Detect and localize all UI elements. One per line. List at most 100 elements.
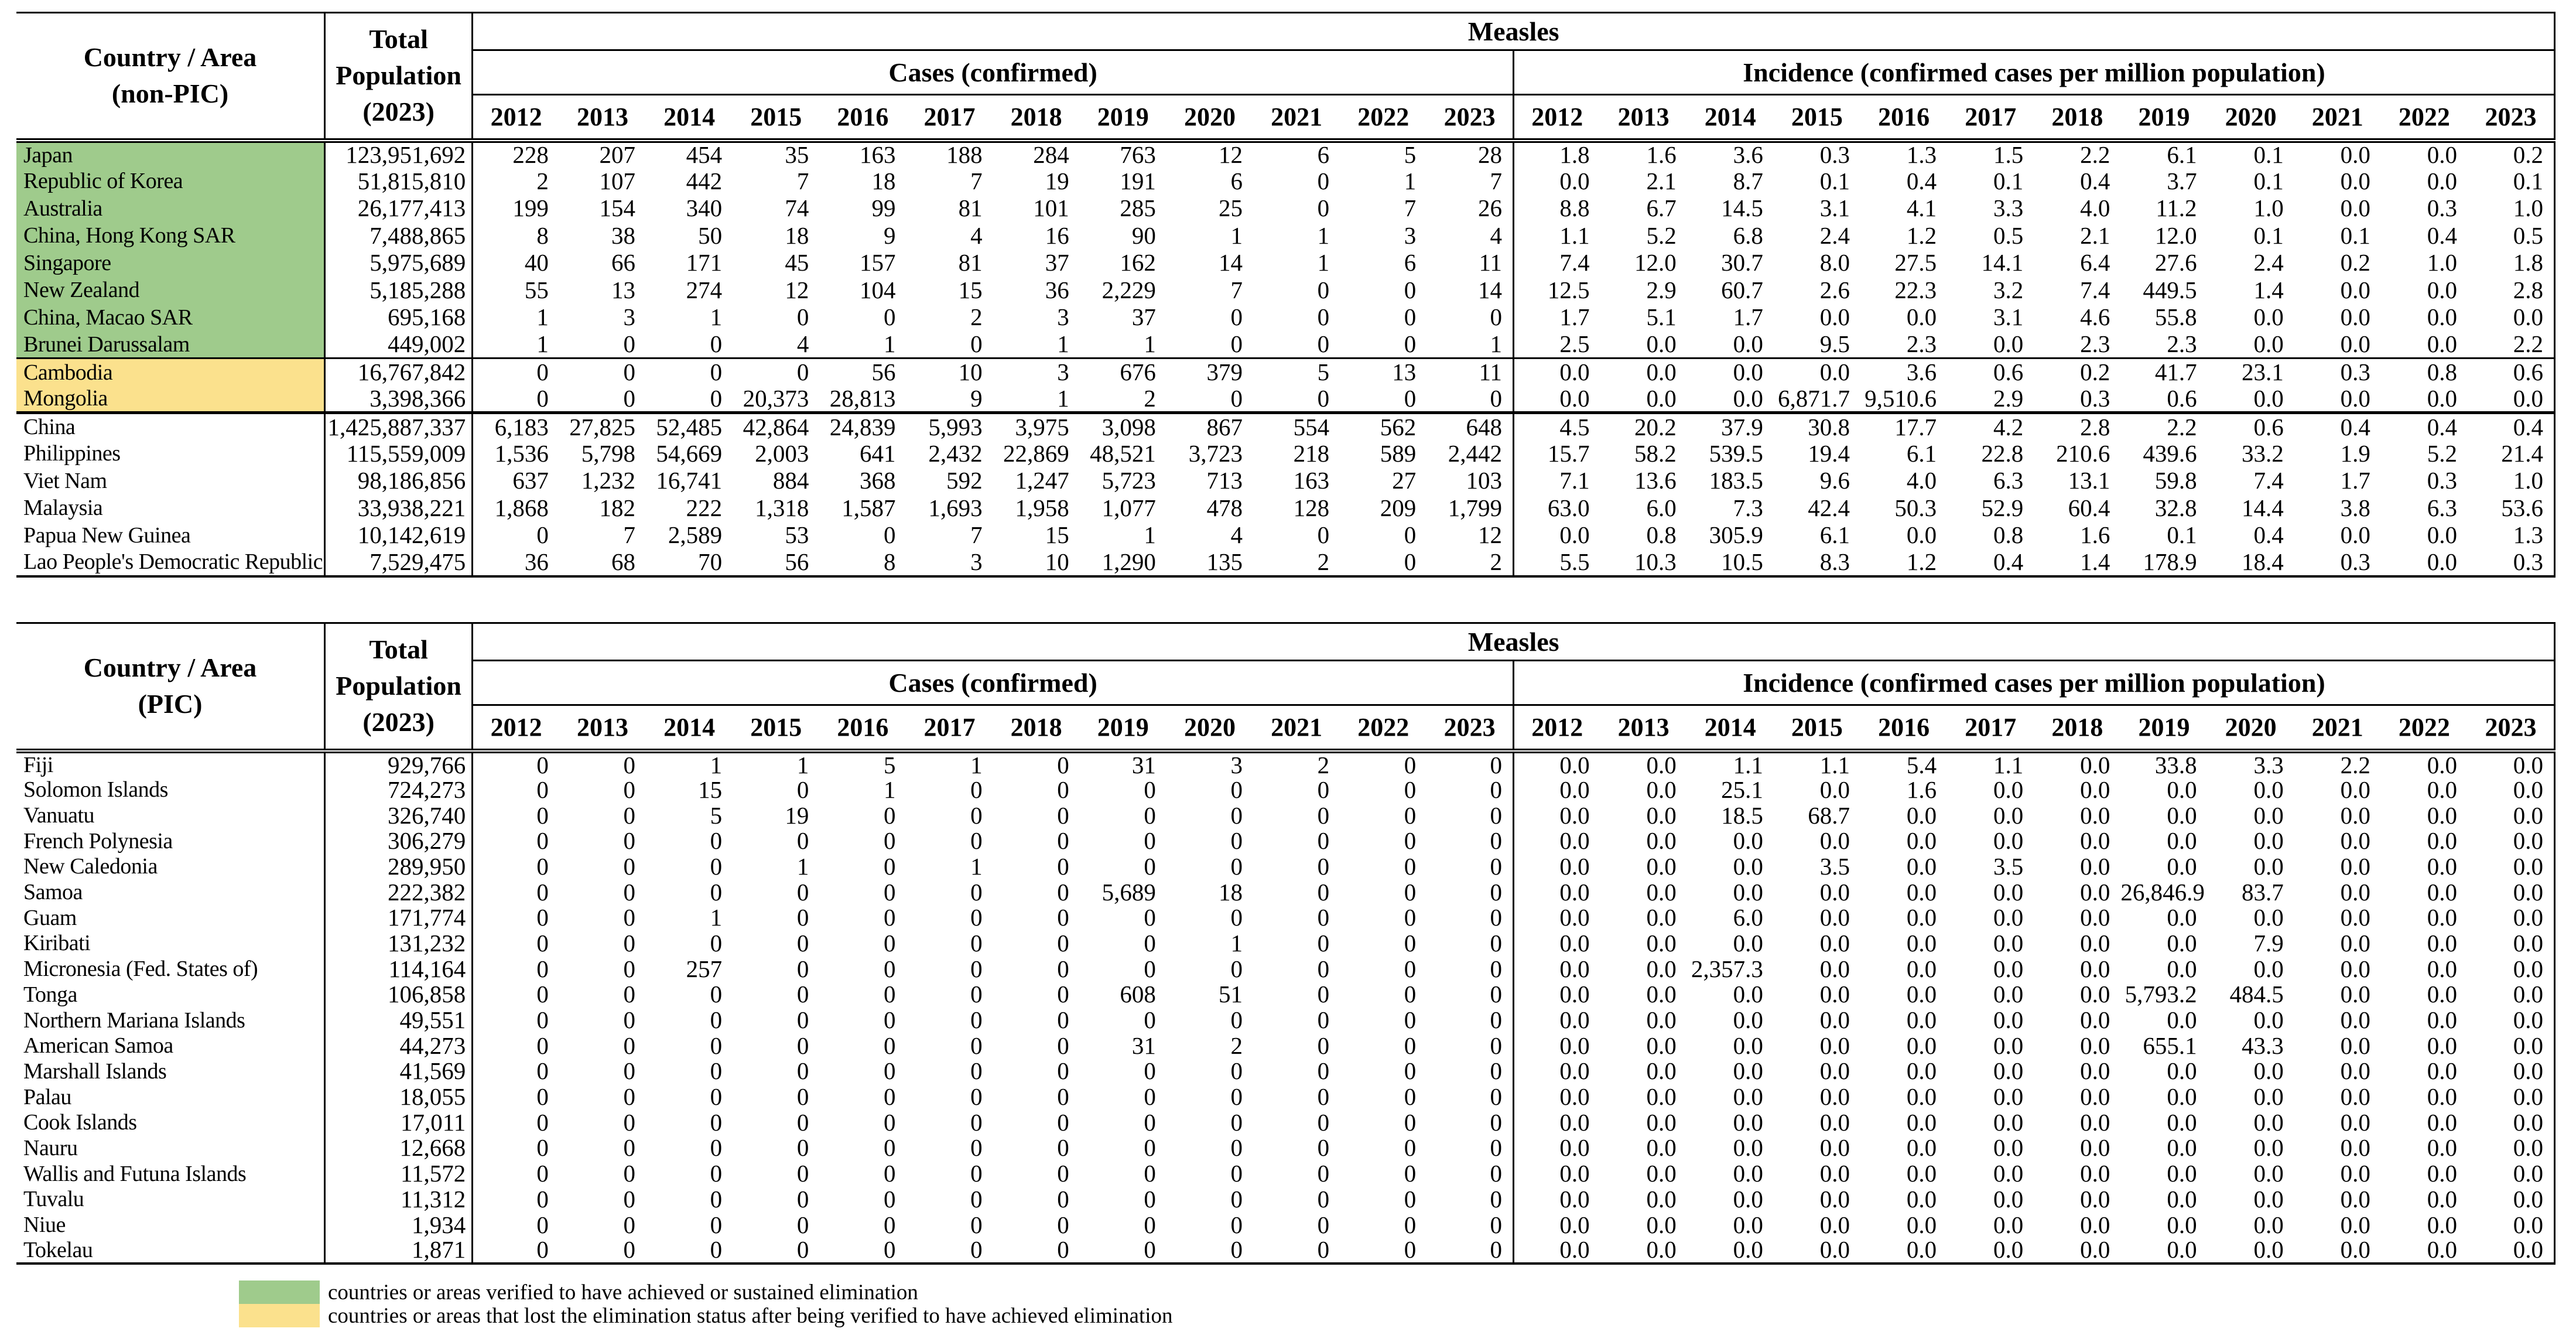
- cases-cell: 0: [1230, 1108, 1243, 1136]
- incidence-cell: 0.0: [1646, 852, 1677, 880]
- incidence-cell: 0.0: [2340, 878, 2370, 906]
- cases-cell: 0: [623, 1108, 636, 1136]
- cases-cell: 14: [1219, 249, 1243, 276]
- incidence-cell: 0.0: [1819, 1083, 1850, 1111]
- cases-cell: 648: [1426, 412, 1514, 440]
- incidence-cell: 0.0: [1819, 1236, 1850, 1264]
- incidence-cell: 0.0: [1906, 1160, 1937, 1187]
- incidence-cell: 0.0: [2253, 1134, 2284, 1162]
- cases-cell: 42,864: [743, 413, 809, 440]
- incidence-cell: 1.5: [1993, 141, 2024, 169]
- cases-cell: 1: [970, 852, 983, 880]
- cases-cell: 3: [1230, 751, 1243, 778]
- cases-cell: 0: [1317, 1134, 1330, 1162]
- cases-cell: 0: [1057, 1236, 1069, 1264]
- incidence-cell: 0.0: [2427, 929, 2457, 957]
- incidence-cell: 0.0: [1906, 1211, 1937, 1238]
- cases-cell: 1: [710, 303, 723, 331]
- cases-cell: 0: [1057, 955, 1069, 982]
- incidence-cell: 0.0: [1646, 1185, 1677, 1213]
- cases-cell: 713: [1206, 467, 1243, 494]
- incidence-cell: 3.1: [1819, 194, 1850, 222]
- cases-cell: 19: [1045, 167, 1069, 194]
- cases-cell: 589: [1380, 439, 1417, 467]
- cases-cell: 0: [1426, 930, 1514, 957]
- incidence-cell: 0.0: [2513, 878, 2543, 906]
- cases-cell: 5,798: [581, 439, 636, 467]
- incidence-cell: 0.0: [2167, 929, 2197, 957]
- incidence-cell: 0.0: [2294, 331, 2381, 359]
- cases-cell: 0: [796, 981, 809, 1008]
- incidence-cell: 0.0: [2080, 801, 2110, 829]
- cases-cell: 0: [1057, 801, 1069, 829]
- incidence-cell: 0.0: [2513, 1057, 2543, 1085]
- total-population-header: Total Population (2023): [324, 12, 474, 143]
- cases-cell: 0: [1144, 776, 1156, 803]
- cases-cell: 0: [1404, 1236, 1417, 1264]
- incidence-cell: 0.0: [2427, 852, 2457, 880]
- incidence-cell: 33.8: [2154, 751, 2197, 778]
- table-row: New Caledonia 289,950 0 0 0 1 0 1 0 0 0 0 0 0 0.0 0.0 0.…: [16, 852, 2555, 880]
- cases-cell: 0: [536, 1185, 549, 1213]
- year-header: 2012: [472, 705, 559, 753]
- cases-confirmed-header: Cases (confirmed): [472, 50, 1514, 95]
- cases-cell: 2: [970, 303, 983, 331]
- incidence-cell: 0.0: [2427, 801, 2457, 829]
- cases-cell: 0: [1230, 801, 1243, 829]
- incidence-cell: 0.0: [1906, 827, 1937, 855]
- cases-cell: 103: [1426, 467, 1514, 494]
- cases-cell: 0: [970, 929, 983, 957]
- incidence-cell: 0.0: [1559, 1134, 1590, 1162]
- incidence-cell: 0.1: [2253, 221, 2284, 249]
- incidence-cell: 13.1: [2068, 467, 2110, 494]
- cases-cell: 0: [1144, 1236, 1156, 1264]
- cases-cell: 0: [970, 1006, 983, 1034]
- year-header-row: 2012 2013 2014 2015 2016 2017 2018 2019 2020 2021…: [16, 94, 2555, 143]
- cases-cell: 1,247: [1015, 467, 1069, 494]
- incidence-cell: 0.0: [1906, 303, 1937, 331]
- cases-cell: 0: [1057, 904, 1069, 931]
- year-header: 2022: [2380, 705, 2468, 753]
- cases-cell: 0: [970, 981, 983, 1008]
- cases-cell: 101: [1033, 194, 1069, 222]
- cases-cell: 0: [1144, 1134, 1156, 1162]
- cases-cell: 31: [1131, 1032, 1156, 1059]
- incidence-cell: 2.3: [2120, 331, 2208, 359]
- cases-cell: 0: [1166, 331, 1254, 359]
- legend-label: countries or areas that lost the elimina…: [328, 1303, 1173, 1328]
- cases-cell: 1: [472, 331, 559, 359]
- incidence-cell: 3.5: [1819, 852, 1850, 880]
- incidence-cell: 0.0: [1559, 878, 1590, 906]
- cases-cell: 0: [1230, 776, 1243, 803]
- cases-cell: 7: [1404, 194, 1417, 222]
- incidence-cell: 0.0: [2253, 1211, 2284, 1238]
- incidence-cell: 0.0: [1906, 904, 1937, 931]
- population-cell: 5,185,288: [324, 276, 474, 304]
- cases-cell: 0: [1426, 1186, 1514, 1213]
- cases-cell: 1: [1230, 929, 1243, 957]
- cases-cell: 0: [796, 1083, 809, 1111]
- incidence-cell: 0.0: [1646, 878, 1677, 906]
- cases-cell: 16,741: [656, 467, 723, 494]
- year-header: 2015: [1773, 94, 1860, 143]
- population-cell: 106,858: [324, 982, 474, 1008]
- cases-cell: 0: [623, 955, 636, 982]
- cases-cell: 0: [623, 904, 636, 931]
- incidence-cell: 3.1: [1993, 303, 2024, 331]
- incidence-cell: 0.0: [2340, 776, 2370, 803]
- incidence-cell: 4.5: [1559, 413, 1590, 440]
- incidence-cell: 1.8: [2513, 249, 2543, 276]
- incidence-cell: 0.0: [2427, 827, 2457, 855]
- incidence-cell: 0.0: [2467, 385, 2555, 414]
- cases-cell: 0: [1404, 929, 1417, 957]
- incidence-cell: 0.0: [1646, 1236, 1677, 1264]
- population-cell: 1,425,887,337: [324, 412, 474, 440]
- cases-cell: 0: [623, 1032, 636, 1059]
- incidence-cell: 210.6: [2056, 439, 2110, 467]
- table-row: Vanuatu 326,740 0 0 5 19 0 0 0 0 0 0 0 0 0.0 0.0 18.5 68.…: [16, 803, 2555, 828]
- cases-cell: 0: [1057, 1108, 1069, 1136]
- incidence-cell: 6,871.7: [1773, 385, 1860, 414]
- incidence-cell: 0.0: [2167, 1108, 2197, 1136]
- incidence-cell: 8.0: [1819, 249, 1850, 276]
- incidence-cell: 0.0: [2253, 1160, 2284, 1187]
